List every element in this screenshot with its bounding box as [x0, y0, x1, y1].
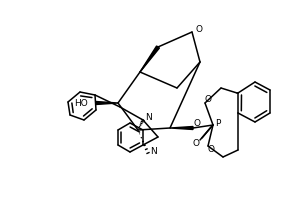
- Polygon shape: [170, 126, 193, 130]
- Text: O: O: [193, 119, 200, 129]
- Text: O: O: [192, 139, 199, 148]
- Text: P: P: [215, 119, 221, 129]
- Polygon shape: [140, 46, 160, 72]
- Text: N: N: [150, 147, 156, 155]
- Text: N: N: [145, 113, 151, 122]
- Text: O: O: [196, 25, 203, 34]
- Polygon shape: [96, 101, 118, 105]
- Text: O: O: [204, 94, 211, 104]
- Text: HO: HO: [74, 98, 88, 108]
- Text: O: O: [207, 146, 214, 155]
